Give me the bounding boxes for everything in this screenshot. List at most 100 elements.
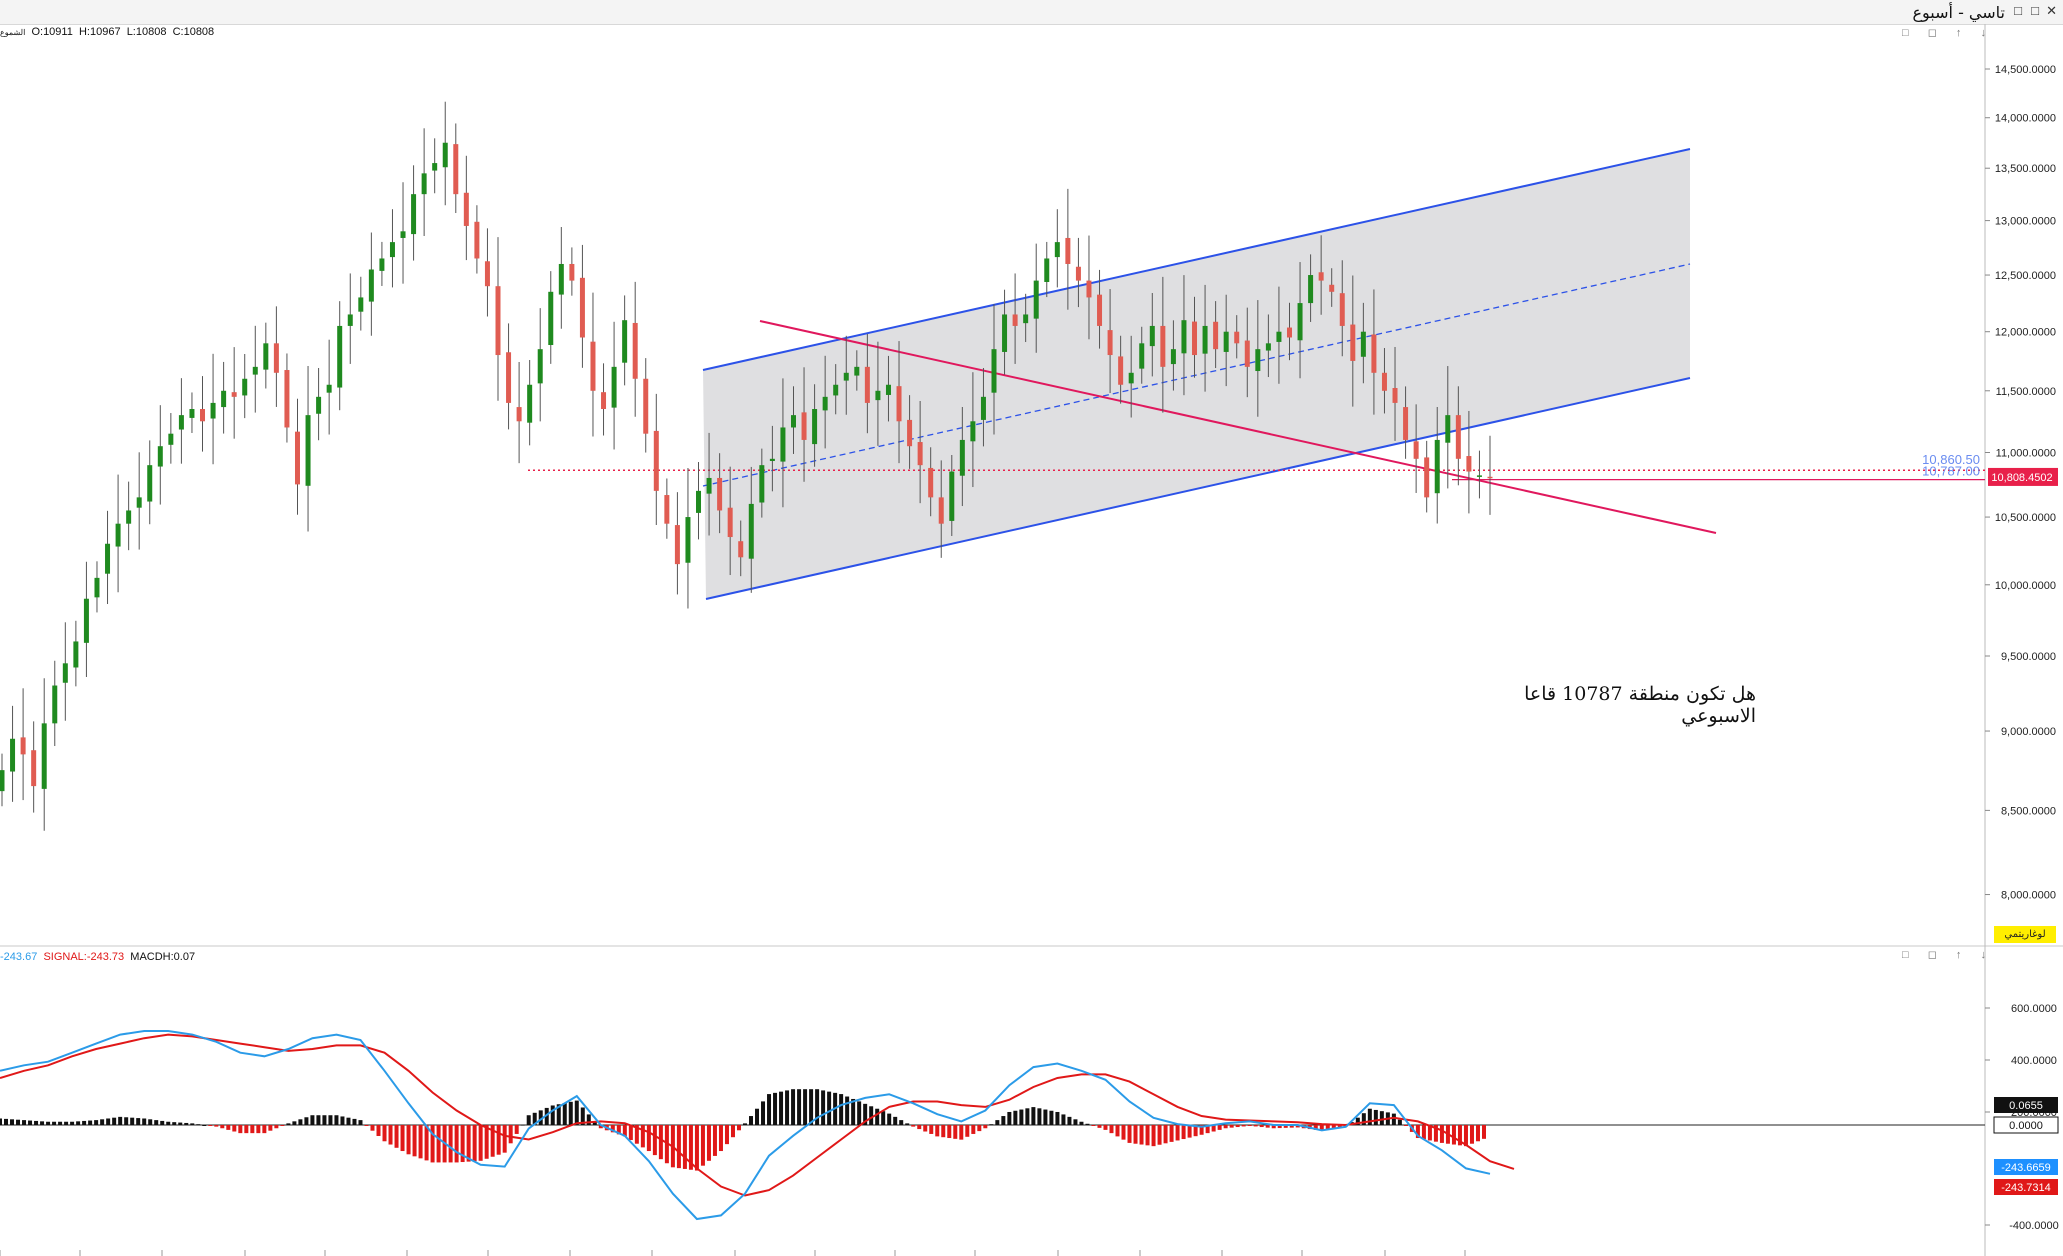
candle xyxy=(1392,346,1398,441)
macd-histogram-bar xyxy=(1097,1125,1102,1128)
macd-histogram-bar xyxy=(1109,1125,1114,1134)
macd-histogram-bar xyxy=(358,1120,363,1125)
candle xyxy=(780,378,786,508)
candle xyxy=(1276,286,1282,384)
candle-body xyxy=(1234,331,1240,344)
macd-histogram-bar xyxy=(478,1125,483,1161)
candle-body xyxy=(1002,314,1008,352)
macd-histogram-bar xyxy=(4,1118,9,1125)
macd-histogram-bar xyxy=(959,1125,964,1140)
candle xyxy=(653,393,659,526)
macd-histogram-bar xyxy=(22,1120,27,1125)
candle-body xyxy=(938,497,944,524)
candle-body xyxy=(379,258,385,271)
macd-histogram-bar xyxy=(382,1125,387,1142)
candle xyxy=(885,355,891,422)
macd-histogram-bar xyxy=(124,1117,129,1125)
candle-body xyxy=(284,370,290,428)
macd-histogram-bar xyxy=(190,1123,195,1125)
candle-body xyxy=(1213,321,1219,350)
candle xyxy=(1476,450,1482,499)
log-scale-button[interactable]: لوغاريتمي xyxy=(1994,926,2056,943)
y-tick-label: 13,000.0000 xyxy=(1995,216,2056,228)
macd-histogram-bar xyxy=(899,1120,904,1125)
macd-histogram-bar xyxy=(821,1090,826,1125)
y-tick-label: 8,500.0000 xyxy=(2001,805,2056,817)
candle xyxy=(875,341,881,446)
macd-histogram-bar xyxy=(166,1121,171,1125)
candle xyxy=(136,452,142,550)
candle-body xyxy=(126,510,132,524)
candle xyxy=(1002,289,1008,375)
candle-body xyxy=(1339,293,1345,326)
macd-histogram-bar xyxy=(226,1125,231,1130)
candle-body xyxy=(62,663,68,683)
macd-histogram-bar xyxy=(136,1118,141,1125)
candle-body xyxy=(537,349,543,384)
zero-value-tag xyxy=(1993,1116,2059,1134)
macd-histogram-bar xyxy=(1433,1125,1438,1142)
macd-line xyxy=(0,1030,1491,1221)
macd-histogram-bar xyxy=(520,1124,525,1126)
macd-histogram-bar xyxy=(508,1125,513,1144)
candle xyxy=(1012,273,1018,364)
macd-histogram-bar xyxy=(730,1125,735,1138)
candle xyxy=(1160,276,1166,413)
macd-histogram-bar xyxy=(412,1125,417,1157)
candle xyxy=(1255,300,1261,417)
candle xyxy=(463,155,469,261)
candle xyxy=(917,401,923,504)
candle xyxy=(168,413,174,464)
candle-body xyxy=(579,277,585,338)
macd-histogram-bar xyxy=(178,1122,183,1125)
macd-histogram-bar xyxy=(154,1120,159,1125)
candle xyxy=(537,308,543,422)
macd-histogram-bar xyxy=(1271,1125,1276,1129)
candle xyxy=(1329,268,1335,307)
macd-histogram-bar xyxy=(292,1121,297,1125)
macd-histogram-bar xyxy=(394,1125,399,1148)
signal-value-tag xyxy=(1994,1179,2058,1195)
macd-histogram-bar xyxy=(0,1118,2,1125)
candle xyxy=(717,453,723,534)
macd-histogram-bar xyxy=(418,1125,423,1159)
macd-histogram-bar xyxy=(1121,1125,1126,1140)
macd-histogram-bar xyxy=(995,1120,1000,1125)
candle-body xyxy=(105,543,111,574)
candle-body xyxy=(1223,331,1229,352)
macd-histogram-bar xyxy=(1103,1125,1108,1130)
candle-body xyxy=(1381,372,1387,391)
macd-histogram-bar xyxy=(238,1125,243,1134)
candle-body xyxy=(516,407,522,422)
macd-histogram-bar xyxy=(1217,1125,1222,1130)
macd-pane-icons[interactable]: □ ◻ ↑ ↓ xyxy=(1902,949,1994,961)
candle-body xyxy=(136,497,142,508)
macd-histogram-bar xyxy=(941,1125,946,1138)
candle xyxy=(1286,302,1292,361)
candle xyxy=(221,361,227,434)
price-pane-icons[interactable]: □ ◻ ↑ ↓ xyxy=(1902,27,1994,39)
candle-body xyxy=(864,366,870,403)
candle xyxy=(83,561,89,677)
candle-body xyxy=(368,269,374,302)
last-price-tag xyxy=(1988,467,2058,486)
macd-histogram-bar xyxy=(406,1125,411,1155)
candle-body xyxy=(221,390,227,408)
candle-body xyxy=(358,297,364,312)
candle-body xyxy=(294,431,300,485)
candle xyxy=(527,359,533,446)
candle-body xyxy=(822,396,828,411)
candle xyxy=(864,333,870,434)
macd-histogram-bar xyxy=(911,1125,916,1127)
macd-histogram-bar xyxy=(1331,1125,1336,1129)
macd-histogram-bar xyxy=(610,1125,615,1133)
macd-histogram-bar xyxy=(214,1125,219,1127)
minimize-icon[interactable]: □ xyxy=(2014,3,2022,18)
maximize-icon[interactable]: □ xyxy=(2031,3,2039,18)
close-icon[interactable]: ✕ xyxy=(2046,3,2057,18)
macd-histogram-bar xyxy=(893,1116,898,1125)
macd-histogram-bar xyxy=(1169,1125,1174,1142)
ohlc-close: C:10808 xyxy=(172,26,215,38)
candle-body xyxy=(73,641,79,668)
candle xyxy=(421,128,427,237)
